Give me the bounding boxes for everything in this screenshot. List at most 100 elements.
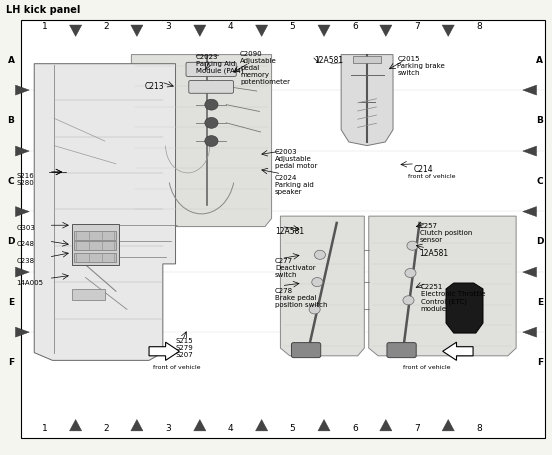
Circle shape bbox=[309, 305, 320, 314]
FancyBboxPatch shape bbox=[189, 81, 233, 93]
Polygon shape bbox=[194, 420, 206, 431]
Circle shape bbox=[403, 296, 414, 305]
Polygon shape bbox=[149, 342, 179, 360]
Polygon shape bbox=[131, 55, 272, 227]
Polygon shape bbox=[443, 342, 473, 360]
Polygon shape bbox=[523, 267, 537, 277]
Text: 7: 7 bbox=[414, 22, 420, 31]
Polygon shape bbox=[369, 216, 516, 356]
Polygon shape bbox=[523, 327, 537, 337]
Text: C213: C213 bbox=[145, 82, 164, 91]
Polygon shape bbox=[256, 420, 268, 431]
Polygon shape bbox=[15, 207, 29, 217]
Text: C2003
Adjustable
pedal motor: C2003 Adjustable pedal motor bbox=[275, 149, 317, 169]
Text: E: E bbox=[8, 298, 14, 307]
Circle shape bbox=[405, 268, 416, 278]
Text: C2023
Parking Aid
Module (PAM): C2023 Parking Aid Module (PAM) bbox=[196, 54, 243, 74]
Polygon shape bbox=[15, 146, 29, 156]
FancyBboxPatch shape bbox=[186, 62, 236, 76]
Circle shape bbox=[312, 278, 323, 287]
Text: S215
S279
S207: S215 S279 S207 bbox=[176, 338, 193, 358]
Polygon shape bbox=[341, 55, 393, 146]
Polygon shape bbox=[523, 207, 537, 217]
Circle shape bbox=[407, 241, 418, 250]
Text: A: A bbox=[8, 56, 14, 65]
Text: E: E bbox=[537, 298, 543, 307]
Text: C2015
Parking brake
switch: C2015 Parking brake switch bbox=[397, 56, 445, 76]
Text: C214: C214 bbox=[414, 165, 434, 174]
Text: 7: 7 bbox=[414, 424, 420, 433]
Polygon shape bbox=[15, 327, 29, 337]
Text: 3: 3 bbox=[166, 424, 171, 433]
Circle shape bbox=[315, 250, 326, 259]
Text: 8: 8 bbox=[476, 424, 482, 433]
Polygon shape bbox=[446, 283, 483, 333]
Circle shape bbox=[205, 136, 218, 147]
Circle shape bbox=[205, 99, 218, 110]
Text: 1: 1 bbox=[43, 424, 48, 433]
Text: 2: 2 bbox=[103, 424, 109, 433]
Polygon shape bbox=[523, 85, 537, 95]
FancyBboxPatch shape bbox=[291, 343, 321, 358]
Polygon shape bbox=[318, 25, 330, 36]
Bar bbox=[74, 253, 116, 262]
Text: 4: 4 bbox=[228, 22, 233, 31]
Text: B: B bbox=[8, 116, 14, 125]
Text: C2090
Adjustable
pedal
memory
potentiometer: C2090 Adjustable pedal memory potentiome… bbox=[240, 51, 290, 85]
Text: C: C bbox=[537, 177, 543, 186]
Text: 5: 5 bbox=[290, 22, 295, 31]
Text: 12A581: 12A581 bbox=[275, 227, 304, 236]
Text: C277
Deactivator
switch: C277 Deactivator switch bbox=[275, 258, 316, 278]
Text: 2: 2 bbox=[103, 22, 109, 31]
Bar bbox=[74, 231, 116, 240]
Text: B: B bbox=[537, 116, 543, 125]
Text: LH kick panel: LH kick panel bbox=[6, 5, 80, 15]
Polygon shape bbox=[318, 420, 330, 431]
Text: F: F bbox=[8, 358, 14, 367]
Text: A: A bbox=[537, 56, 543, 65]
Text: S216
S280: S216 S280 bbox=[17, 173, 34, 186]
Polygon shape bbox=[131, 420, 143, 431]
Polygon shape bbox=[442, 25, 454, 36]
Bar bbox=[353, 56, 381, 63]
Text: 1: 1 bbox=[43, 22, 48, 31]
Bar bbox=[72, 289, 105, 300]
Text: G303: G303 bbox=[17, 225, 35, 231]
Text: C2251
Electronic Throttle
Control (ETC)
module: C2251 Electronic Throttle Control (ETC) … bbox=[421, 284, 485, 312]
Text: 8: 8 bbox=[476, 22, 482, 31]
FancyBboxPatch shape bbox=[387, 343, 416, 358]
Polygon shape bbox=[70, 25, 82, 36]
Text: 5: 5 bbox=[290, 424, 295, 433]
Circle shape bbox=[205, 81, 218, 92]
Polygon shape bbox=[523, 146, 537, 156]
Text: D: D bbox=[7, 237, 15, 246]
Text: C248: C248 bbox=[17, 241, 35, 247]
Text: 6: 6 bbox=[352, 22, 358, 31]
Polygon shape bbox=[15, 85, 29, 95]
Text: C278
Brake pedal
position switch: C278 Brake pedal position switch bbox=[275, 288, 327, 308]
Text: C257
Clutch position
sensor: C257 Clutch position sensor bbox=[420, 223, 472, 243]
Polygon shape bbox=[70, 420, 82, 431]
Polygon shape bbox=[442, 420, 454, 431]
Bar bbox=[72, 224, 119, 265]
Text: front of vehicle: front of vehicle bbox=[403, 365, 450, 370]
Text: C: C bbox=[8, 177, 14, 186]
Text: F: F bbox=[537, 358, 543, 367]
Text: 12A581: 12A581 bbox=[420, 249, 449, 258]
Polygon shape bbox=[34, 64, 176, 360]
Text: 4: 4 bbox=[228, 424, 233, 433]
Polygon shape bbox=[380, 25, 392, 36]
Text: 3: 3 bbox=[166, 22, 171, 31]
Circle shape bbox=[205, 117, 218, 128]
Polygon shape bbox=[280, 216, 364, 356]
Text: C2024
Parking aid
speaker: C2024 Parking aid speaker bbox=[275, 175, 314, 195]
Text: C238: C238 bbox=[17, 258, 35, 264]
Polygon shape bbox=[256, 25, 268, 36]
Text: 12A581: 12A581 bbox=[315, 56, 344, 65]
Polygon shape bbox=[131, 25, 143, 36]
Polygon shape bbox=[194, 25, 206, 36]
Polygon shape bbox=[380, 420, 392, 431]
Text: D: D bbox=[536, 237, 544, 246]
Text: 14A005: 14A005 bbox=[17, 280, 44, 286]
Polygon shape bbox=[15, 267, 29, 277]
